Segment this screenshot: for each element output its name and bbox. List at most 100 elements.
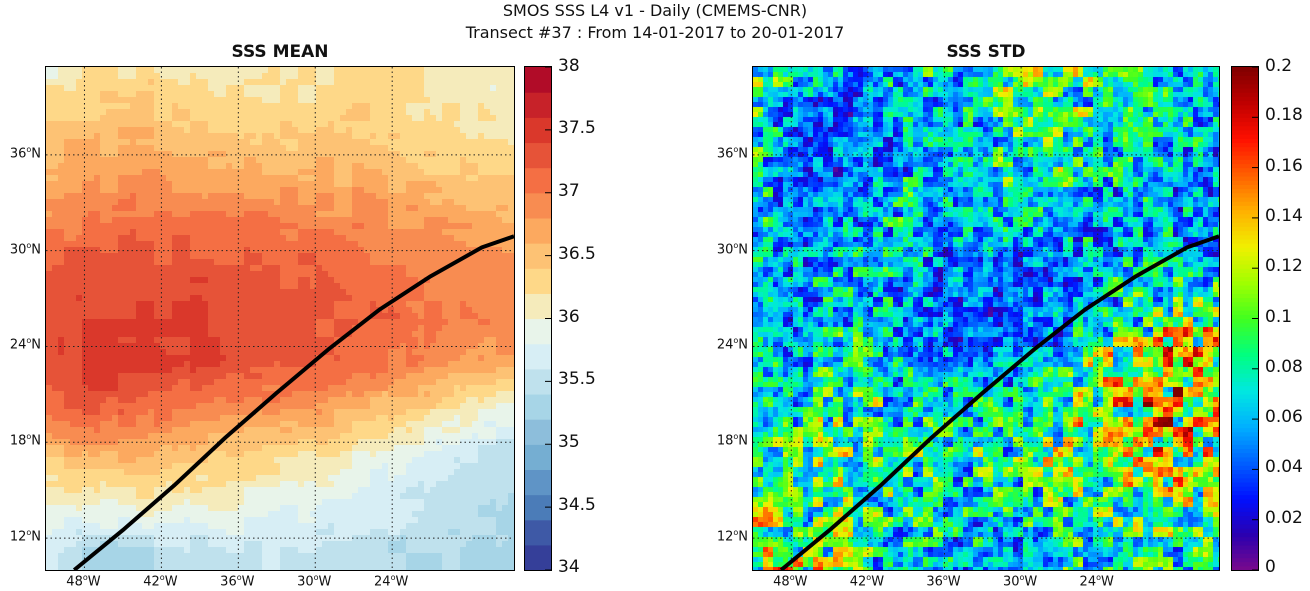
- field-cells: [753, 67, 1219, 570]
- colorbar-segment: [1232, 473, 1258, 479]
- colorbar-segment: [1232, 289, 1258, 294]
- colorbar-segment: [1232, 402, 1258, 408]
- lat-tick-label-2: 24oN: [716, 336, 748, 353]
- colorbar-segment: [1232, 377, 1258, 382]
- colorbar-segment: [1232, 364, 1258, 370]
- colorbar-segment: [1232, 477, 1258, 483]
- lon-tick-label-4: 24oW: [374, 573, 409, 590]
- colorbar-segment: [1232, 448, 1258, 454]
- panel-title-mean: SSS MEAN: [231, 42, 329, 62]
- lon-tick-label-3: 30oW: [1002, 573, 1038, 590]
- colorbar-segment: [1232, 326, 1258, 332]
- colorbar-tick-label-8: 0.16: [1265, 155, 1303, 176]
- colorbar-segment: [1232, 108, 1258, 114]
- colorbar-segment: [1232, 201, 1258, 206]
- colorbar-segment: [1232, 104, 1258, 110]
- colorbar-segment: [1232, 125, 1258, 131]
- colorbar-segment: [525, 92, 551, 118]
- colorbar-segment: [525, 192, 551, 219]
- colorbar-segment: [1232, 75, 1258, 81]
- colorbar-tick-label-6: 0.12: [1265, 256, 1303, 277]
- colorbar-tick-label-0: 34: [558, 557, 580, 577]
- colorbar-segment: [1232, 553, 1258, 559]
- colorbar-segment: [1232, 456, 1258, 462]
- colorbar-segment: [1232, 557, 1258, 563]
- colorbar-segment: [1232, 255, 1258, 261]
- colorbar-segment: [1232, 163, 1258, 169]
- colorbar-segment: [1232, 171, 1258, 177]
- lon-tick-label-2: 36oW: [926, 573, 961, 590]
- colorbar-tick-label-3: 0.06: [1265, 407, 1303, 428]
- colorbar-segment: [1232, 523, 1258, 529]
- colorbar-segment: [1232, 335, 1258, 341]
- colorbar-tick-label-1: 0.02: [1265, 507, 1303, 528]
- colorbar-segment: [1232, 540, 1258, 546]
- lat-tick-label-4: 12oN: [9, 528, 41, 545]
- colorbar-segment: [1232, 146, 1258, 152]
- lon-tick-label-1: 42oW: [143, 573, 178, 590]
- transect-line: [72, 234, 514, 570]
- colorbar-segment: [1232, 180, 1258, 185]
- colorbar-tick-label-8: 38: [558, 56, 580, 76]
- colorbar-segment: [1232, 167, 1258, 173]
- colorbar-segment: [1232, 427, 1258, 433]
- colorbar-segment: [1232, 142, 1258, 148]
- colorbar-segment: [1232, 356, 1258, 362]
- colorbar-segment: [1232, 284, 1258, 290]
- colorbar-segment: [1232, 498, 1258, 504]
- colorbar-segment: [1232, 444, 1258, 450]
- colorbar-segment: [1232, 150, 1258, 156]
- colorbar-segment: [1232, 331, 1258, 336]
- colorbar-segment: [1232, 536, 1258, 542]
- colorbar-segment: [1232, 301, 1258, 307]
- colorbar-segment: [1232, 117, 1258, 123]
- colorbar-segment: [1232, 360, 1258, 366]
- colorbar-segment: [1232, 372, 1258, 378]
- figure-title-line-1: SMOS SSS L4 v1 - Daily (CMEMS-CNR): [502, 1, 808, 20]
- lat-tick-label-0: 36oN: [716, 144, 748, 162]
- colorbar-segment: [1232, 511, 1258, 517]
- colorbar-segment: [525, 469, 551, 496]
- colorbar-tick-label-2: 0.04: [1265, 457, 1303, 478]
- colorbar-segment: [1232, 532, 1258, 538]
- colorbar-segment: [1232, 238, 1258, 244]
- colorbar-segment: [525, 167, 551, 194]
- colorbar-segment: [1232, 305, 1258, 311]
- colorbar-segment: [525, 67, 551, 93]
- colorbar-segment: [1232, 209, 1258, 215]
- colorbar-segment: [525, 343, 551, 370]
- colorbar-segment: [1232, 113, 1258, 118]
- colorbar-segment: [1232, 469, 1258, 475]
- colorbar-segment: [1232, 461, 1258, 466]
- colorbar-segment: [1232, 549, 1258, 554]
- colorbar-segment: [1232, 519, 1258, 525]
- figure-title-line-2: Transect #37 : From 14-01-2017 to 20-01-…: [465, 23, 845, 42]
- colorbar-segment: [1232, 184, 1258, 190]
- colorbar-segment: [1232, 440, 1258, 445]
- colorbar-segment: [1232, 431, 1258, 437]
- colorbar-segment: [1232, 486, 1258, 491]
- colorbar-segment: [1232, 465, 1258, 470]
- colorbar-segment: [525, 268, 551, 294]
- colorbar-segment: [1232, 67, 1258, 72]
- colorbar-segment: [1232, 264, 1258, 269]
- colorbar-segment: [1232, 389, 1258, 395]
- colorbar-segment: [525, 419, 551, 445]
- colorbar-tick-label-1: 34.5: [558, 495, 596, 516]
- colorbar-segment: [1232, 352, 1258, 357]
- colorbar-segment: [1232, 71, 1258, 76]
- sss-mean-field: [46, 67, 514, 570]
- colorbar-segment: [1232, 217, 1258, 223]
- sss-mean-colorbar: [524, 66, 552, 571]
- colorbar-segment: [1232, 230, 1258, 236]
- colorbar-tick-label-5: 0.1: [1265, 306, 1293, 327]
- colorbar-segment: [1232, 121, 1258, 127]
- colorbar-segment: [1232, 205, 1258, 211]
- colorbar-segment: [1232, 494, 1258, 500]
- colorbar-segment: [1232, 502, 1258, 508]
- colorbar-segment: [1232, 435, 1258, 441]
- colorbar-segment: [1232, 87, 1258, 93]
- colorbar-segment: [1232, 419, 1258, 424]
- colorbar-tick-label-0: 0: [1265, 557, 1276, 577]
- colorbar-segment: [1232, 318, 1258, 324]
